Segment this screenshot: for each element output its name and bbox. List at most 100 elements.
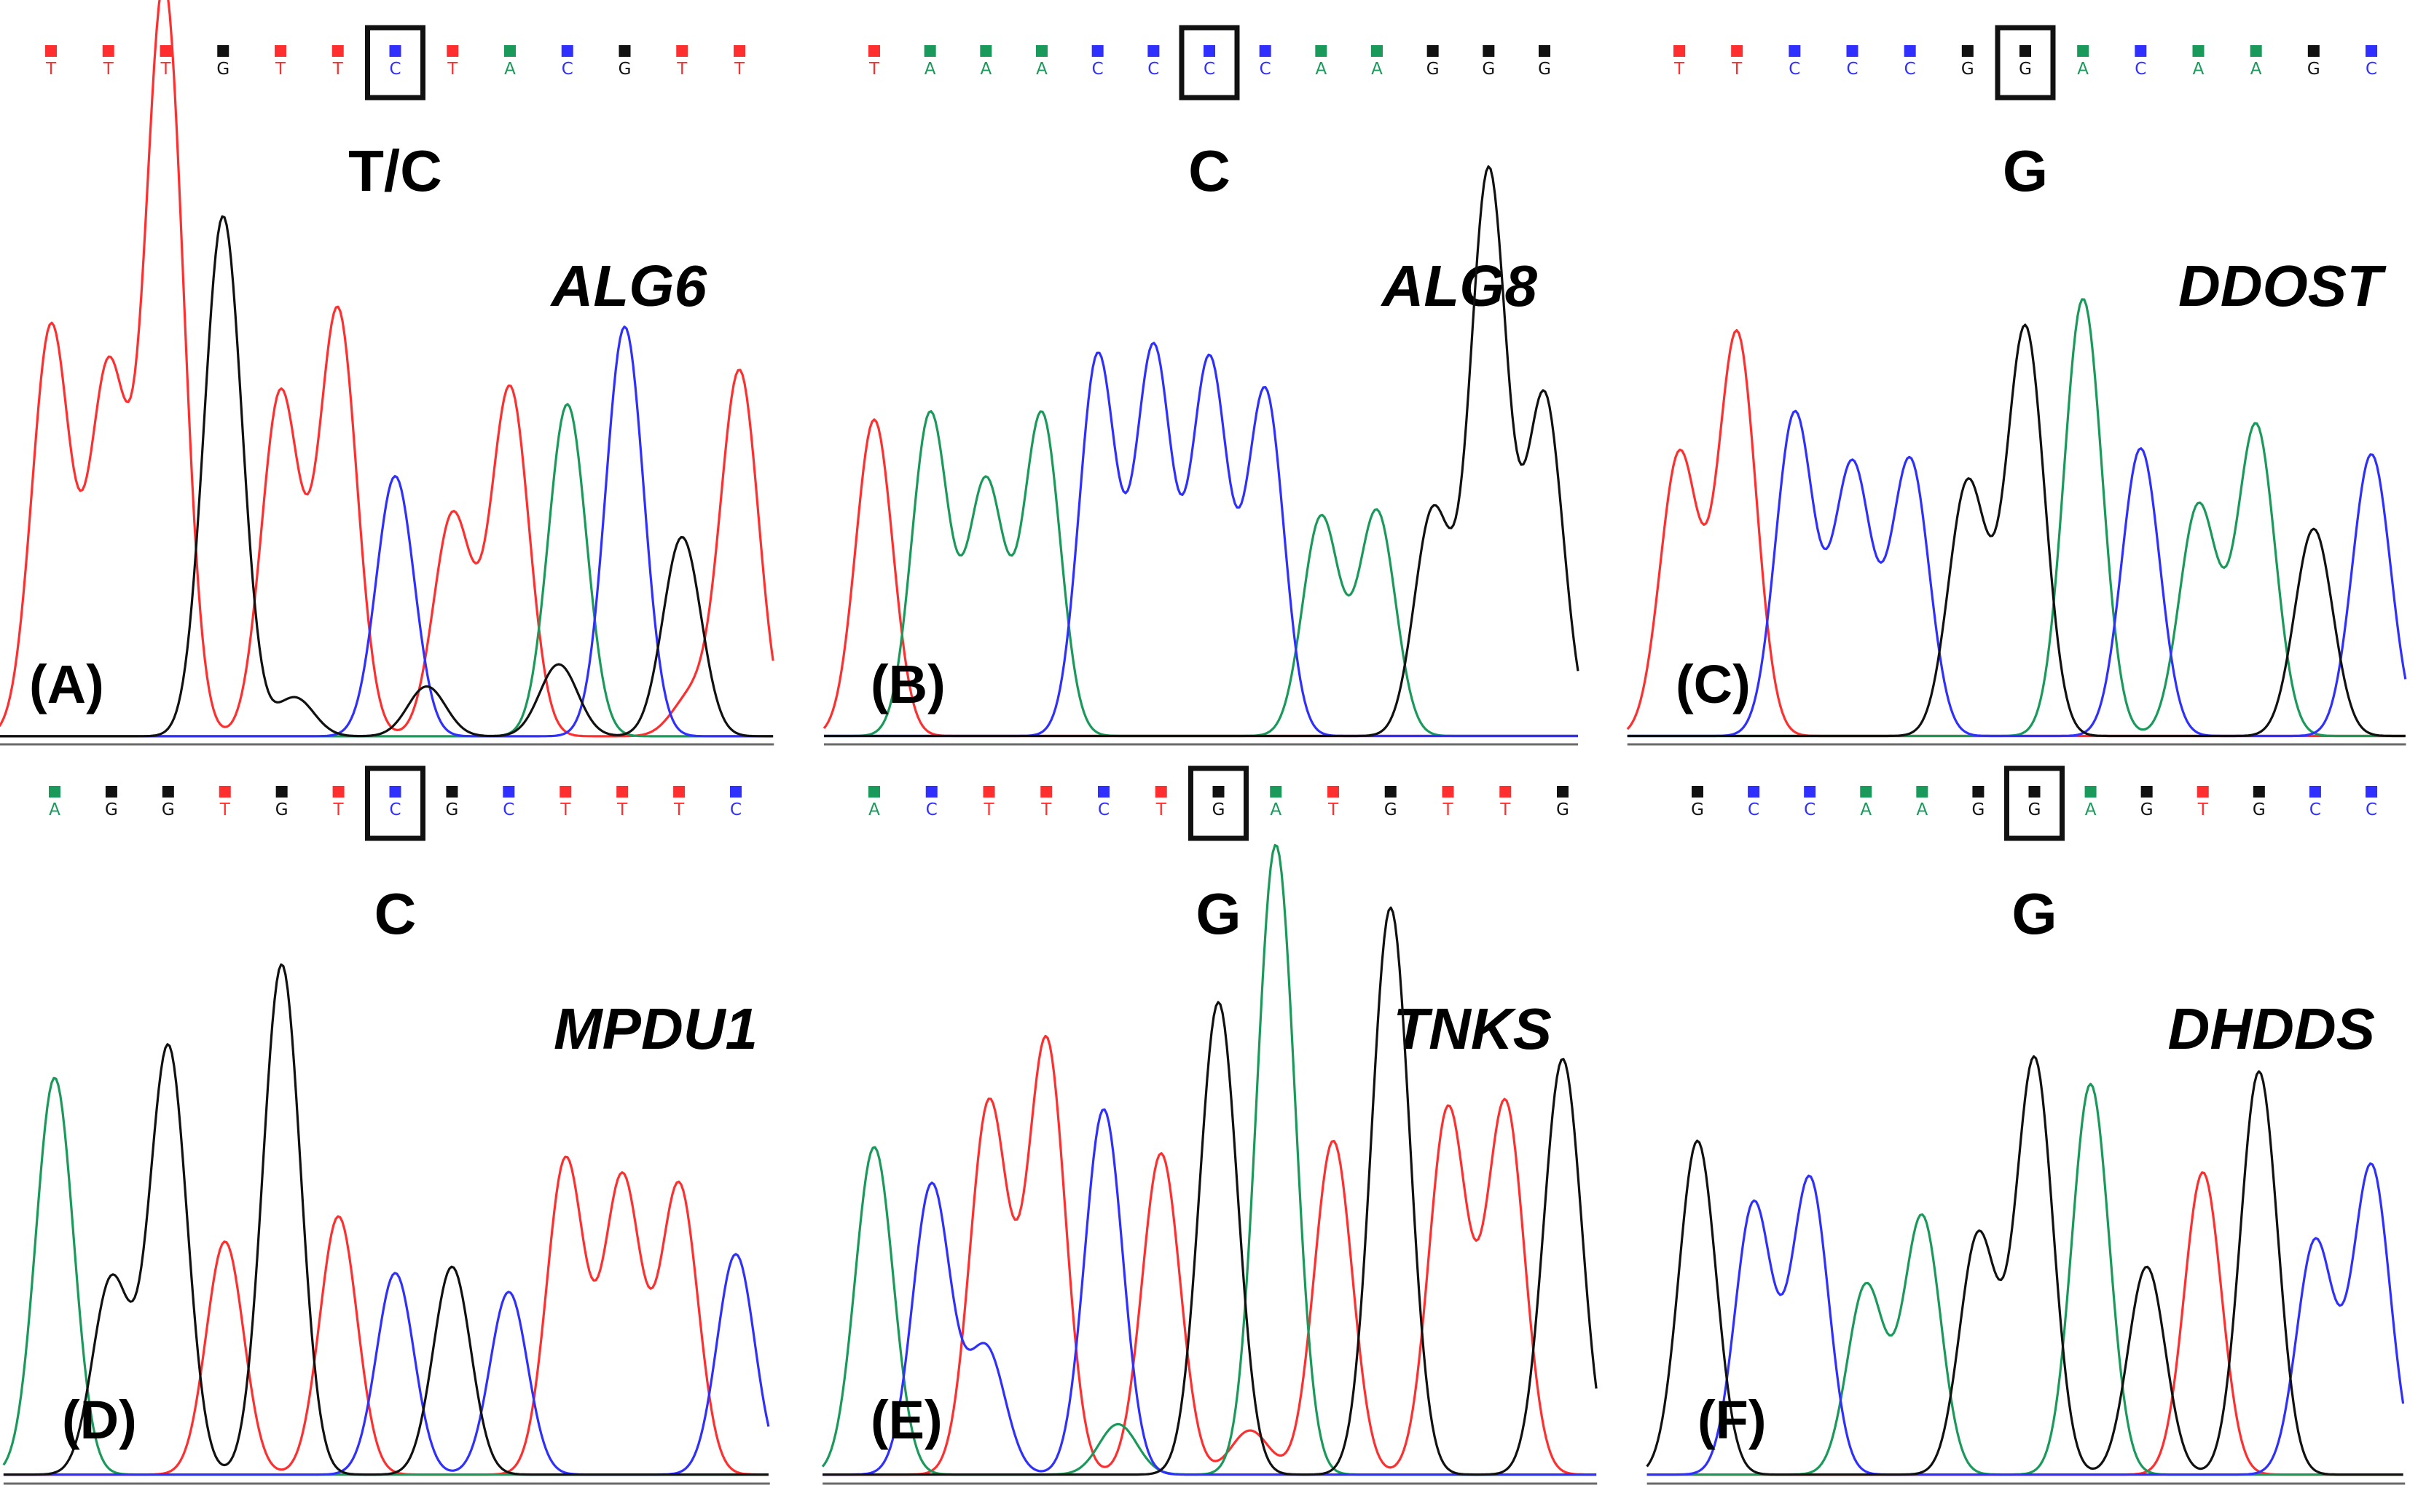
base-call-letter: T — [868, 60, 880, 79]
base-call-marker — [2028, 786, 2041, 798]
gene-name-c: DDOST — [2178, 253, 2387, 318]
base-call-marker — [1846, 45, 1858, 57]
base-call-letter: A — [2193, 60, 2205, 79]
base-call-marker — [925, 786, 938, 798]
base-call-marker — [1204, 45, 1215, 57]
base-call-letter: G — [275, 800, 288, 819]
base-call-letter: T — [1731, 60, 1743, 79]
base-call-marker — [105, 786, 117, 798]
gene-name-b: ALG8 — [1381, 253, 1538, 318]
base-call-marker — [734, 45, 745, 57]
base-call-marker — [1916, 786, 1928, 798]
base-call-letter: C — [730, 800, 742, 819]
panel-e: A C T T C T G A T G T T G G TNKS (E) — [821, 765, 1598, 1485]
base-call-letter: T — [447, 60, 458, 79]
base-call-marker — [503, 786, 515, 798]
base-call-marker — [1860, 786, 1872, 798]
base-call-letter: A — [49, 800, 60, 819]
base-call-marker — [1040, 786, 1053, 798]
base-call-marker — [980, 45, 992, 57]
base-call-marker — [730, 786, 742, 798]
traces-c — [1626, 298, 2407, 738]
panel-label-e: (E) — [871, 1390, 943, 1450]
base-call-letter: A — [2085, 800, 2097, 819]
base-call-marker — [1904, 45, 1916, 57]
trace-g — [1646, 1055, 2403, 1476]
base-call-marker — [1036, 45, 1048, 57]
variant-box-e — [1188, 765, 1249, 841]
gene-name-e: TNKS — [1393, 996, 1552, 1061]
base-call-letter: A — [868, 800, 880, 819]
base-call-marker — [1155, 786, 1167, 798]
base-call-letter: T — [673, 800, 685, 819]
base-call-marker — [676, 45, 688, 57]
base-call-letter: A — [1916, 800, 1928, 819]
base-call-letter: G — [2140, 800, 2154, 819]
base-call-marker — [2140, 786, 2153, 798]
base-call-marker — [1499, 786, 1512, 798]
base-call-letter: G — [1972, 800, 1985, 819]
base-call-marker — [560, 786, 572, 798]
base-call-letter: C — [1789, 60, 1800, 79]
traces-f — [1646, 1055, 2405, 1476]
base-call-marker — [1483, 45, 1495, 57]
base-call-letter: A — [1371, 60, 1383, 79]
base-call-marker — [619, 45, 631, 57]
base-call-letter: C — [1904, 60, 1916, 79]
base-call-letter: A — [1036, 60, 1048, 79]
base-call-letter: G — [1538, 60, 1551, 79]
trace-g — [824, 165, 1579, 738]
base-call-letter: T — [560, 800, 571, 819]
base-call-letter: A — [925, 60, 936, 79]
base-call-marker — [673, 786, 686, 798]
base-call-letter: T — [45, 60, 57, 79]
base-call-marker — [924, 45, 936, 57]
base-call-letter: C — [562, 60, 573, 79]
base-call-letter: T — [275, 60, 286, 79]
variant-label-a: T/C — [348, 138, 442, 203]
base-call-marker — [561, 45, 573, 57]
base-call-letter: G — [1691, 800, 1704, 819]
base-call-letter: A — [1860, 800, 1872, 819]
base-call-marker — [616, 786, 629, 798]
panel-label-c: (C) — [1676, 654, 1751, 714]
base-call-letter: G — [1384, 800, 1397, 819]
gene-name-a: ALG6 — [550, 253, 707, 318]
base-call-letter: C — [926, 800, 938, 819]
panel-label-b: (B) — [871, 654, 946, 714]
variant-label-c: G — [2003, 138, 2048, 203]
base-call-letter: C — [2366, 60, 2377, 79]
base-call-letter: T — [1442, 800, 1453, 819]
base-call-marker — [2366, 45, 2377, 57]
base-call-marker — [2307, 45, 2320, 57]
base-call-marker — [868, 786, 880, 798]
base-call-letter: C — [503, 800, 514, 819]
base-call-letter: T — [219, 800, 231, 819]
panel-label-a: (A) — [29, 654, 104, 714]
base-call-marker — [49, 786, 60, 798]
base-call-marker — [1731, 45, 1743, 57]
base-call-letter: A — [980, 60, 992, 79]
base-call-marker — [1315, 45, 1327, 57]
base-call-marker — [1091, 45, 1104, 57]
base-call-letter: T — [616, 800, 628, 819]
base-call-marker — [2253, 786, 2265, 798]
base-call-marker — [2309, 786, 2321, 798]
traces-b — [823, 165, 1579, 738]
base-call-letter: G — [2307, 60, 2320, 79]
panel-label-d: (D) — [62, 1390, 137, 1450]
base-call-marker — [2084, 786, 2097, 798]
base-call-letter: T — [983, 800, 994, 819]
base-call-letter: C — [389, 800, 401, 819]
base-call-marker — [446, 786, 458, 798]
variant-box-f — [2004, 765, 2065, 841]
base-call-letter: T — [2197, 800, 2209, 819]
base-call-letter: C — [1260, 60, 1271, 79]
base-call-marker — [1961, 45, 1974, 57]
base-call-letter: T — [103, 60, 114, 79]
variant-label-d: C — [374, 881, 417, 946]
base-call-letter: C — [1804, 800, 1815, 819]
base-call-letter: T — [333, 800, 345, 819]
